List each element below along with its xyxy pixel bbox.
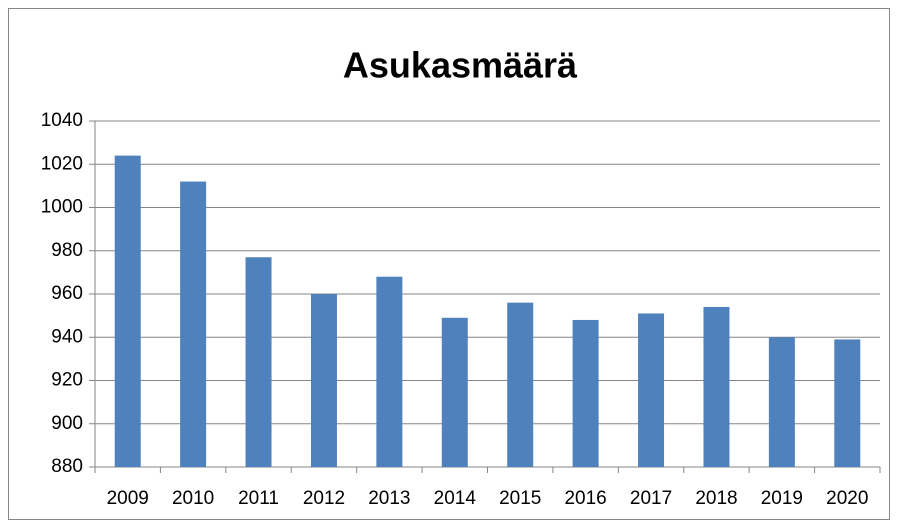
bar (768, 337, 795, 467)
y-tick-label: 1040 (41, 110, 83, 131)
y-tick-label: 1020 (41, 153, 83, 174)
bar (703, 306, 730, 467)
x-tick-label: 2018 (695, 488, 737, 509)
chart-title: Asukasmäärä (343, 45, 578, 86)
y-tick-label: 940 (51, 326, 83, 347)
bar (310, 294, 337, 467)
bar (441, 317, 468, 467)
y-tick-label: 880 (51, 456, 83, 477)
y-tick-label: 960 (51, 283, 83, 304)
y-tick-label: 900 (51, 413, 83, 434)
bar (572, 319, 599, 467)
x-tick-label: 2010 (172, 488, 214, 509)
bar (180, 181, 207, 468)
x-tick-label: 2013 (368, 488, 410, 509)
bar (834, 339, 861, 467)
x-tick-label: 2019 (761, 488, 803, 509)
y-tick-label: 920 (51, 370, 83, 391)
x-tick-label: 2014 (434, 488, 477, 509)
bar (376, 276, 403, 467)
bar (114, 155, 141, 467)
x-tick-label: 2017 (630, 488, 672, 509)
x-tick-label: 2015 (499, 488, 541, 509)
x-tick-label: 2009 (107, 488, 149, 509)
x-tick-label: 2012 (303, 488, 345, 509)
x-tick-label: 2016 (564, 488, 606, 509)
x-tick-label: 2011 (238, 488, 279, 509)
bar (638, 313, 665, 467)
x-tick-label: 2020 (826, 488, 868, 509)
y-tick-label: 1000 (41, 197, 83, 218)
bar (507, 302, 534, 467)
bar (245, 257, 272, 467)
y-tick-label: 980 (51, 240, 83, 261)
